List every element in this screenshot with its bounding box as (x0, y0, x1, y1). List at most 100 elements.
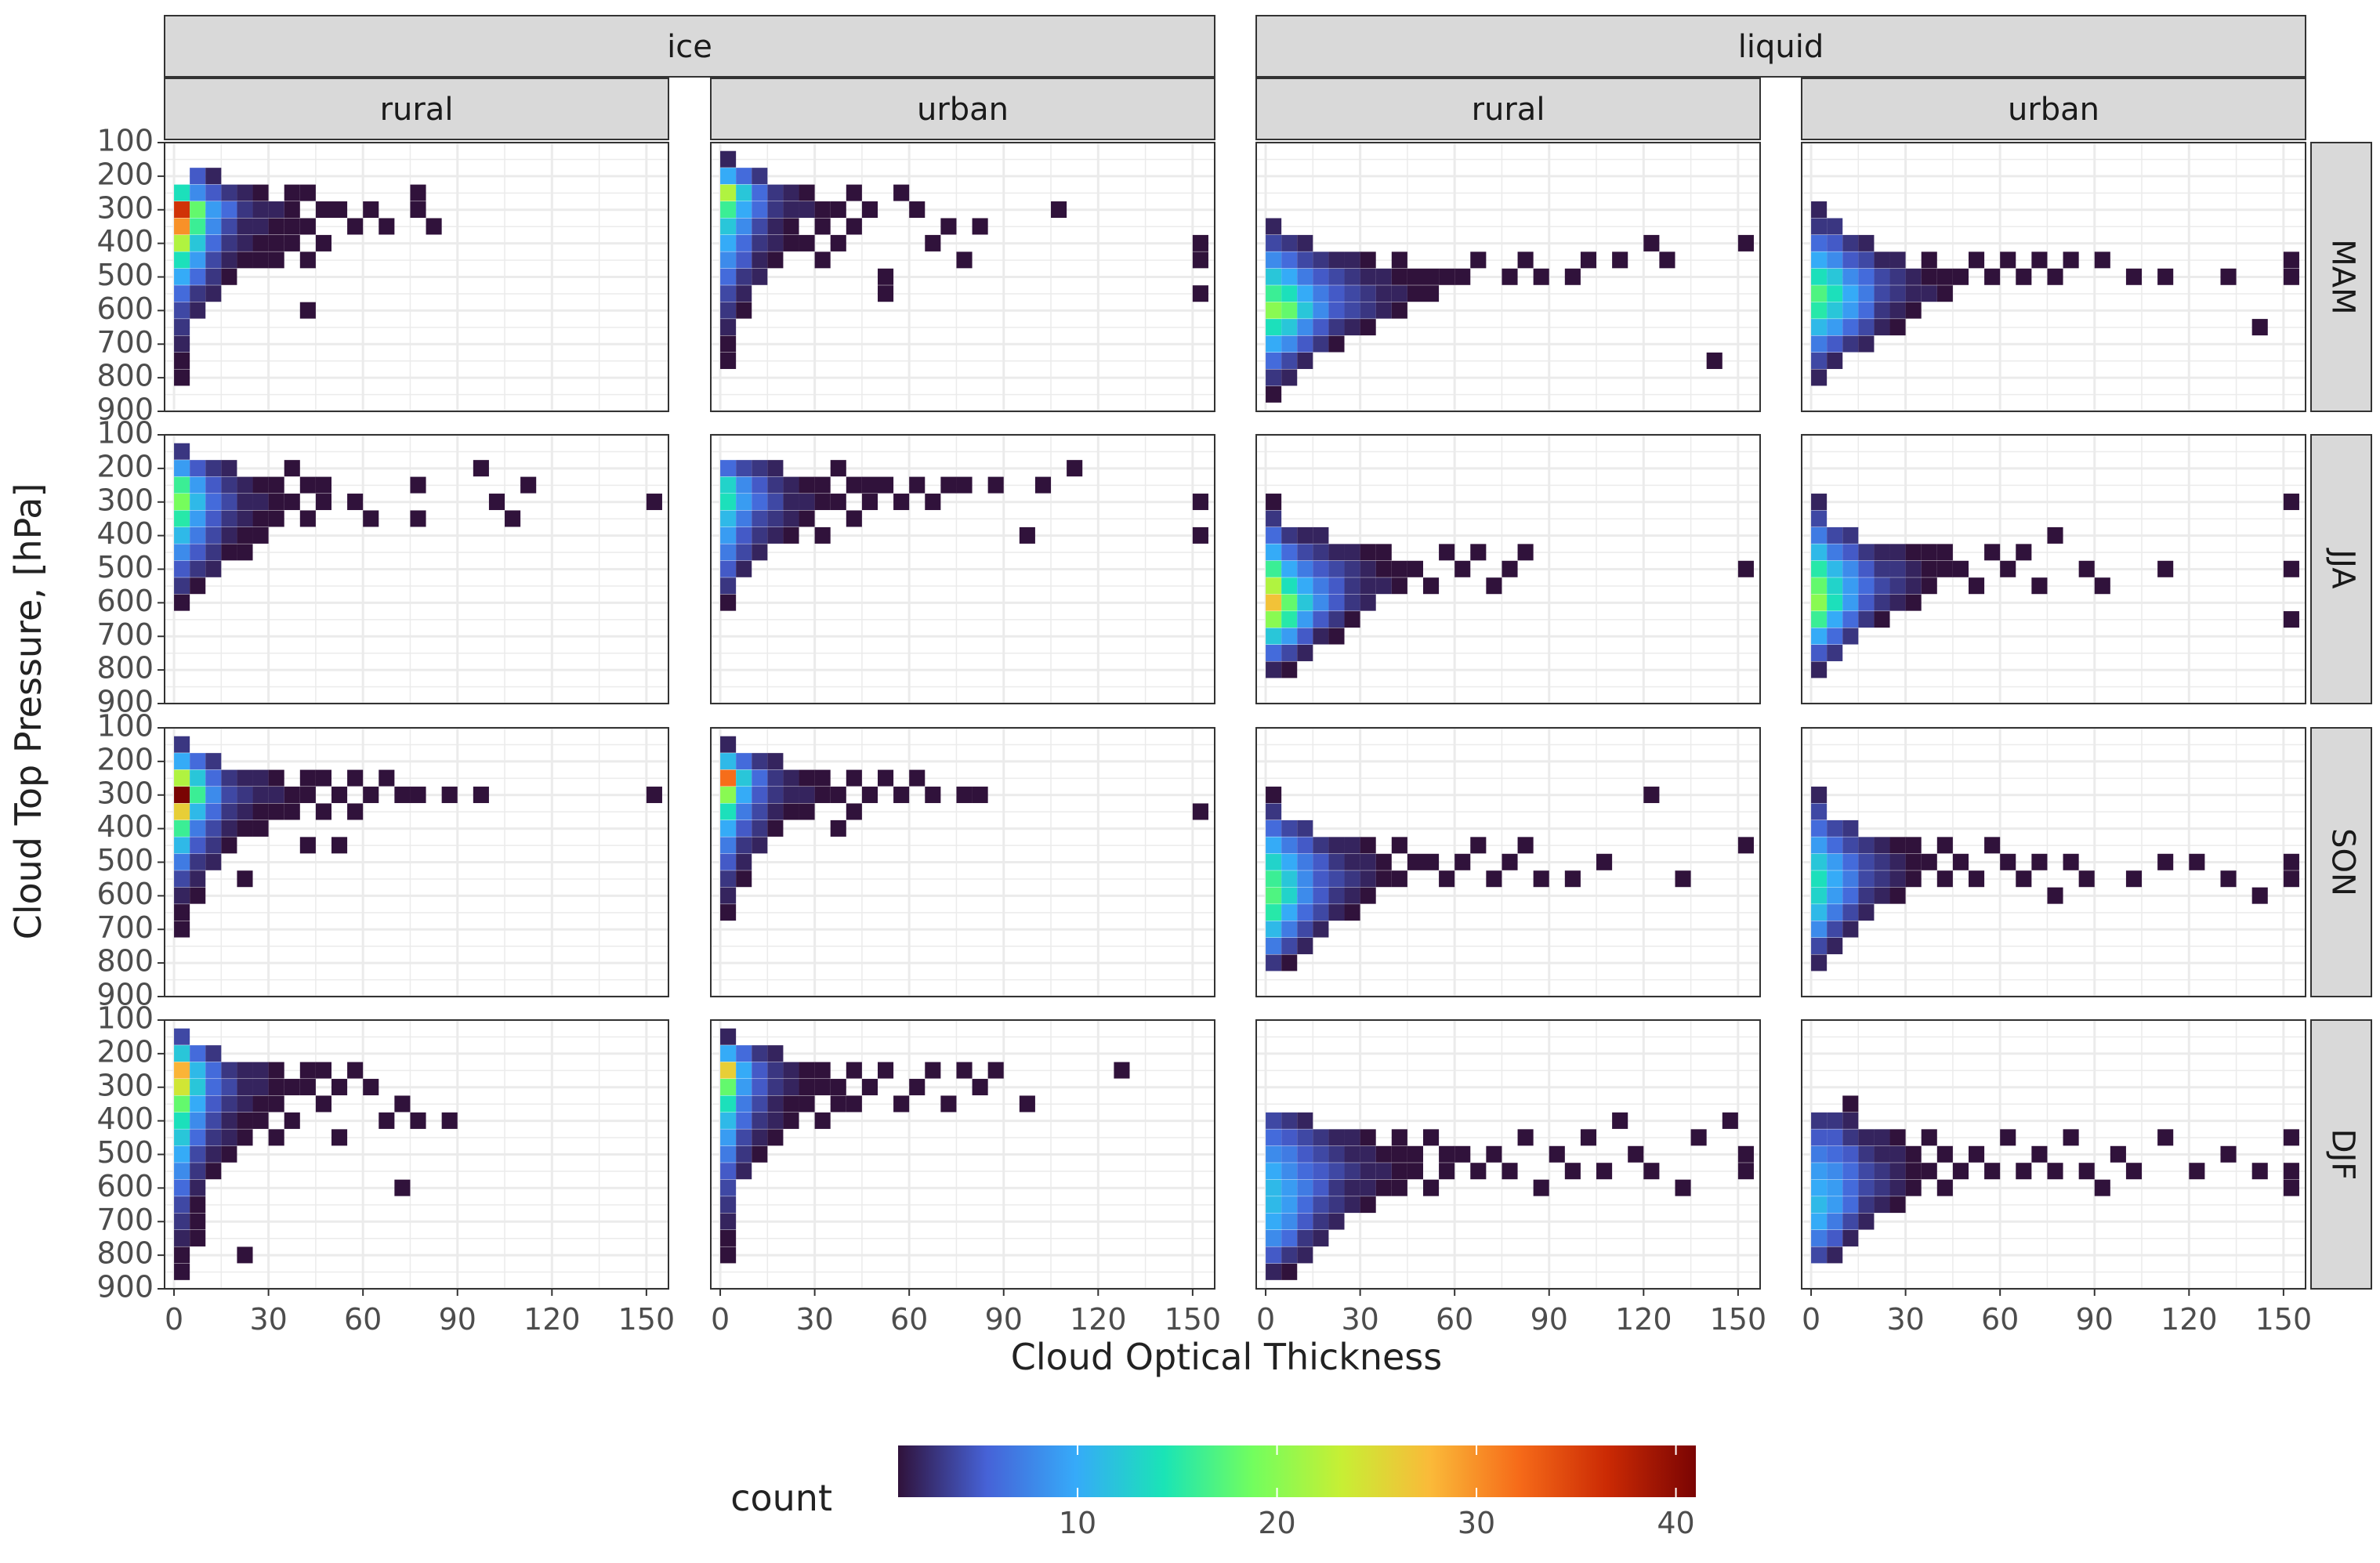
heatmap-cell (1313, 268, 1329, 285)
heatmap-cell (846, 1062, 862, 1079)
heatmap-cell (1266, 1263, 1282, 1280)
heatmap-cell (1407, 285, 1423, 302)
heatmap-cell (2063, 1129, 2079, 1146)
heatmap-cell (1858, 251, 1875, 269)
heatmap-cell (720, 201, 737, 219)
heatmap-cell (1811, 803, 1828, 820)
x-tick-label: 120 (1615, 1302, 1672, 1337)
heatmap-cell (1905, 837, 1922, 854)
heatmap-cell (1266, 335, 1282, 353)
heatmap-cell (1297, 1112, 1313, 1129)
heatmap-cell (1297, 285, 1313, 302)
heatmap-cell (1874, 577, 1890, 595)
season-strip-SON (2310, 727, 2372, 997)
heatmap-cell (2000, 560, 2016, 577)
heatmap-cell (1533, 870, 1549, 888)
heatmap-cell (767, 1079, 784, 1096)
heatmap-cell (1827, 628, 1843, 645)
heatmap-cell (1313, 1145, 1329, 1163)
heatmap-cell (1266, 285, 1282, 302)
heatmap-cell (1842, 1129, 1859, 1146)
y-tick-label: 500 (96, 1135, 154, 1170)
heatmap-cell (1281, 904, 1298, 921)
heatmap-cell (1391, 1179, 1407, 1196)
heatmap-cell (720, 1095, 737, 1113)
heatmap-cell (909, 476, 926, 494)
heatmap-cell (1266, 369, 1282, 386)
heatmap-cell (736, 1129, 752, 1146)
heatmap-cell (1266, 510, 1282, 527)
heatmap-cell (720, 234, 737, 251)
heatmap-cell (1811, 218, 1828, 235)
heatmap-cell (972, 787, 988, 804)
heatmap-cell (1344, 1129, 1360, 1146)
phase-strip-ice (164, 15, 1215, 78)
heatmap-cell (2283, 1163, 2299, 1180)
heatmap-cell (736, 251, 752, 269)
heatmap-cell (1905, 1163, 1922, 1180)
heatmap-cell (1360, 302, 1376, 319)
heatmap-cell (846, 476, 862, 494)
heatmap-cell (1905, 577, 1922, 595)
heatmap-cell (190, 476, 206, 494)
x-tick-label: 120 (523, 1302, 581, 1337)
heatmap-cell (190, 1196, 206, 1214)
heatmap-cell (1811, 787, 1828, 804)
x-tick-label: 150 (2255, 1302, 2313, 1337)
heatmap-cell (972, 218, 988, 235)
heatmap-cell (190, 510, 206, 527)
heatmap-cell (1266, 628, 1282, 645)
y-tick-label: 600 (96, 877, 154, 911)
heatmap-cell (205, 544, 222, 561)
heatmap-cell (1192, 494, 1208, 511)
heatmap-cell (190, 803, 206, 820)
heatmap-cell (1842, 594, 1859, 611)
heatmap-cell (252, 787, 269, 804)
heatmap-cell (221, 1129, 237, 1146)
heatmap-cell (1936, 837, 1953, 854)
heatmap-cell (720, 1229, 737, 1246)
colorbar (898, 1445, 1696, 1497)
heatmap-cell (1297, 526, 1313, 544)
heatmap-cell (736, 1145, 752, 1163)
heatmap-cell (347, 803, 364, 820)
heatmap-cell (174, 870, 190, 888)
heatmap-cell (1842, 837, 1859, 854)
heatmap-cell (940, 218, 957, 235)
heatmap-cell (221, 1079, 237, 1096)
heatmap-cell (1344, 560, 1360, 577)
heatmap-cell (1192, 803, 1208, 820)
heatmap-cell (767, 1112, 784, 1129)
heatmap-cell (2094, 577, 2110, 595)
heatmap-cell (1375, 870, 1392, 888)
heatmap-cell (1281, 1179, 1298, 1196)
heatmap-cell (237, 819, 253, 837)
heatmap-cell (1811, 251, 1828, 269)
heatmap-cell (315, 803, 331, 820)
heatmap-cell (1328, 268, 1345, 285)
heatmap-cell (221, 1112, 237, 1129)
heatmap-cell (394, 1095, 411, 1113)
heatmap-cell (1936, 560, 1953, 577)
heatmap-cell (1921, 268, 1937, 285)
heatmap-cell (767, 1129, 784, 1146)
heatmap-cell (1612, 251, 1628, 269)
heatmap-cell (752, 787, 768, 804)
heatmap-cell (767, 184, 784, 201)
heatmap-cell (1266, 837, 1282, 854)
heatmap-cell (720, 285, 737, 302)
heatmap-cell (1811, 1163, 1828, 1180)
panel-ice-urban-JJA (710, 433, 1215, 705)
heatmap-cell (1344, 302, 1360, 319)
heatmap-cell (1375, 1179, 1392, 1196)
heatmap-cell (2000, 251, 2016, 269)
heatmap-cell (2283, 1179, 2299, 1196)
area-strip-label: rural (380, 92, 454, 128)
y-tick-label: 100 (96, 1001, 154, 1036)
heatmap-cell (752, 1062, 768, 1079)
heatmap-cell (299, 184, 316, 201)
heatmap-cell (1313, 1129, 1329, 1146)
heatmap-cell (2031, 1145, 2048, 1163)
heatmap-cell (1827, 1163, 1843, 1180)
heatmap-cell (1827, 1145, 1843, 1163)
